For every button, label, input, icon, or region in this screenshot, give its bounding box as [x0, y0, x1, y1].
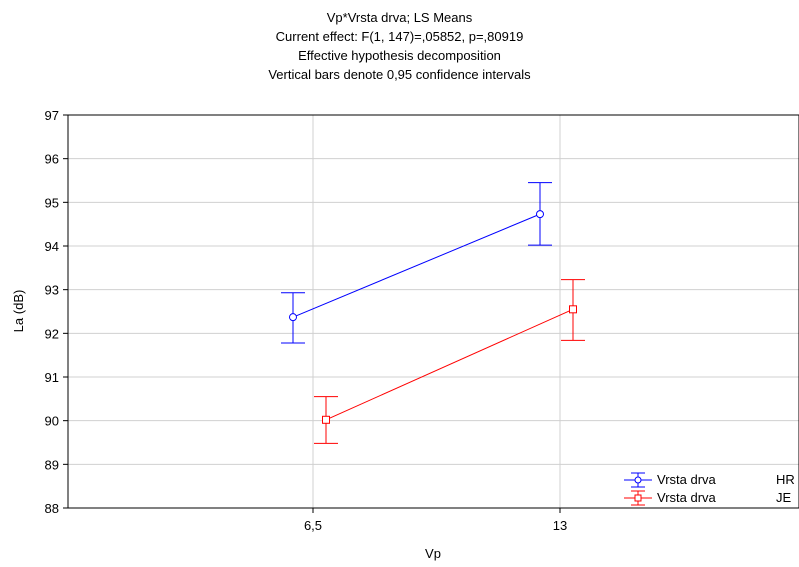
data-point-circle — [289, 313, 297, 322]
y-tick-label: 91 — [45, 370, 59, 385]
legend-entry-hr: Vrsta drva HR — [624, 472, 795, 488]
legend: Vrsta drva HR Vrsta drva JE — [624, 472, 795, 506]
series-je — [314, 279, 585, 444]
legend-marker-square — [634, 494, 642, 502]
y-tick-label: 97 — [45, 108, 59, 123]
data-point-square — [569, 305, 577, 314]
series-hr — [281, 182, 552, 344]
data-point-circle — [536, 210, 544, 219]
data-point-square — [322, 415, 330, 424]
legend-series-name: Vrsta drva — [657, 472, 717, 487]
y-tick-label: 88 — [45, 501, 59, 516]
chart-subtitle-3: Vertical bars denote 0,95 confidence int… — [268, 67, 531, 82]
series-line — [325, 308, 574, 421]
chart-title-block: Vp*Vrsta drva; LS Means Current effect: … — [0, 8, 799, 84]
y-tick-label: 95 — [45, 195, 59, 210]
y-tick-label: 96 — [45, 152, 59, 167]
y-tick-label: 89 — [45, 457, 59, 472]
legend-series-name: Vrsta drva — [657, 490, 717, 505]
plot-frame — [67, 114, 799, 509]
y-tick-label: 90 — [45, 414, 59, 429]
legend-series-level: HR — [776, 472, 795, 487]
x-axis-ticks: 6,5 13 — [304, 508, 567, 533]
x-tick-label: 13 — [553, 518, 567, 533]
series-layer — [281, 182, 585, 444]
grid-lines — [68, 115, 799, 508]
x-tick-label: 6,5 — [304, 518, 322, 533]
y-tick-label: 92 — [45, 326, 59, 341]
y-axis-ticks: 88 89 90 91 92 93 94 95 96 97 — [45, 108, 68, 516]
legend-entry-je: Vrsta drva JE — [624, 490, 792, 506]
chart-title: Vp*Vrsta drva; LS Means — [326, 10, 473, 25]
chart-subtitle-2: Effective hypothesis decomposition — [298, 48, 501, 63]
legend-marker-circle — [634, 476, 642, 484]
x-axis-title: Vp — [425, 546, 441, 561]
y-axis-title: La (dB) — [11, 290, 26, 333]
y-tick-label: 93 — [45, 283, 59, 298]
legend-series-level: JE — [776, 490, 792, 505]
chart-subtitle-1: Current effect: F(1, 147)=,05852, p=,809… — [275, 29, 524, 44]
series-line — [292, 213, 541, 318]
y-tick-label: 94 — [45, 239, 59, 254]
